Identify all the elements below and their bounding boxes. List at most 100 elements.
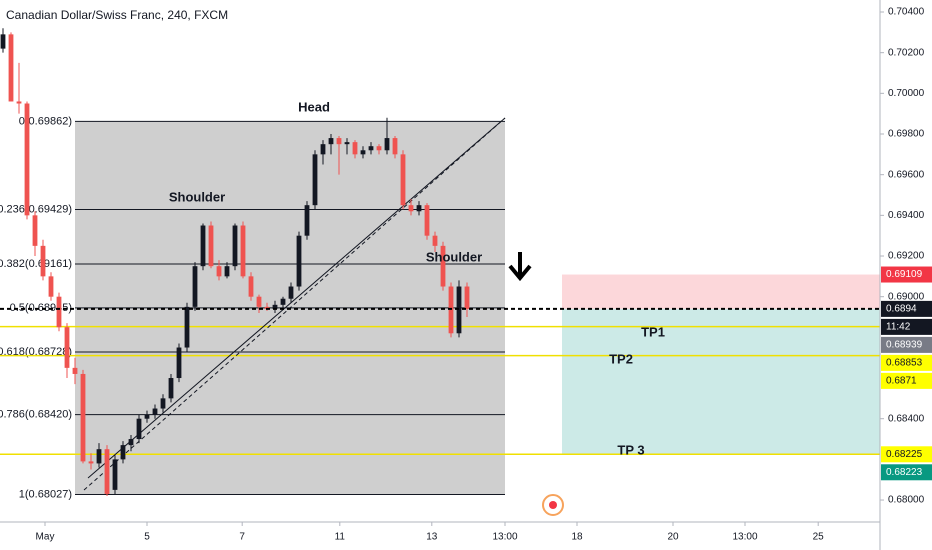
candle-body (56, 296, 62, 328)
candle-body (160, 398, 166, 409)
y-tick-label: 0.69000 (888, 291, 925, 302)
y-tick-label: 0.69600 (888, 169, 925, 180)
x-tick-label: 5 (144, 532, 150, 543)
price-box-label: 0.68853 (886, 358, 923, 369)
price-box-label: 0.68939 (886, 340, 923, 351)
y-tick-label: 0.69200 (888, 251, 925, 262)
candle-body (208, 225, 214, 267)
fib-label: 0.236(0.69429) (0, 203, 72, 215)
price-box-label: 0.6871 (886, 376, 917, 387)
y-tick-label: 0.68400 (888, 413, 925, 424)
candle-body (8, 34, 14, 102)
candle-body (200, 225, 206, 267)
price-box (881, 300, 932, 317)
candle-body (248, 276, 254, 297)
candle-body (360, 150, 366, 155)
price-box-label: 0.6894 (886, 304, 917, 315)
fib-label: 1(0.68027) (19, 488, 72, 500)
candle-body (432, 235, 438, 246)
annotation: TP1 (641, 324, 665, 339)
candle-body (40, 245, 46, 277)
candle-body (424, 205, 430, 236)
trend-line (87, 117, 506, 479)
price-box-label: 11:42 (886, 322, 911, 333)
annotation: Shoulder (426, 249, 482, 264)
candle-body (120, 445, 126, 460)
stop-zone (562, 274, 880, 309)
candle-body (168, 378, 174, 399)
y-tick-label: 0.68000 (888, 495, 925, 506)
y-tick-label: 0.70200 (888, 47, 925, 58)
x-tick-label: 13 (426, 532, 438, 543)
candle-body (72, 367, 78, 374)
x-tick-label: 20 (667, 532, 679, 543)
candle-body (336, 138, 342, 145)
candle-body (232, 225, 238, 267)
candle-body (64, 327, 70, 368)
price-box (881, 464, 932, 481)
candle-body (408, 205, 414, 212)
x-tick-label: 18 (571, 532, 583, 543)
candle-body (368, 146, 374, 151)
candle-body (280, 298, 286, 305)
candle-body (216, 266, 222, 277)
fib-label: 0.786(0.68420) (0, 409, 72, 421)
annotation: Head (298, 99, 330, 114)
annotation: Shoulder (169, 189, 225, 204)
price-box (881, 318, 932, 335)
x-tick-label: 25 (813, 532, 825, 543)
price-box-label: 0.69109 (886, 269, 923, 280)
candle-body (272, 304, 278, 309)
candle-body (24, 103, 30, 216)
y-tick-label: 0.70400 (888, 7, 925, 18)
candle-body (0, 34, 6, 49)
candle-body (136, 418, 142, 440)
candle-body (144, 414, 150, 419)
fib-label: 0.5(0.68945) (10, 302, 72, 314)
candle-body (384, 138, 390, 151)
candle-body (448, 286, 454, 334)
candle-body (184, 306, 190, 348)
price-box-label: 0.68225 (886, 449, 923, 460)
price-box (881, 446, 932, 463)
candle-body (344, 142, 350, 145)
price-box (881, 372, 932, 389)
candle-body (224, 266, 230, 277)
trend-line-dashed (83, 117, 506, 491)
target-zone (562, 308, 880, 455)
candle-body (312, 154, 318, 206)
candle-body (152, 408, 158, 415)
candle-body (256, 296, 262, 307)
candle-body (352, 142, 358, 155)
annotation: TP2 (609, 351, 633, 366)
candle-body (400, 154, 406, 206)
candle-body (16, 101, 22, 104)
y-tick-label: 0.70000 (888, 88, 925, 99)
candle-body (304, 205, 310, 236)
x-tick-label: 13:00 (492, 532, 517, 543)
x-tick-label: 7 (239, 532, 245, 543)
down-arrow (508, 252, 532, 282)
annotation: TP 3 (617, 442, 644, 457)
candle-body (192, 266, 198, 307)
candle-body (416, 205, 422, 212)
candle-body (48, 276, 54, 297)
candle-body (440, 245, 446, 287)
candle-body (32, 215, 38, 246)
candle-body (320, 144, 326, 155)
candle-body (176, 347, 182, 379)
candle-body (456, 286, 462, 334)
fib-label: 0(0.69862) (19, 115, 72, 127)
price-box (881, 336, 932, 353)
candle-body (112, 459, 118, 490)
price-box-label: 0.68223 (886, 467, 923, 478)
candle-body (296, 235, 302, 287)
candle-body (392, 138, 398, 155)
candle-body (376, 146, 382, 151)
price-box (881, 354, 932, 371)
price-box (881, 266, 932, 283)
fib-label: 0.382(0.69161) (0, 258, 72, 270)
chart-title: Canadian Dollar/Swiss Franc, 240, FXCM (6, 8, 228, 22)
x-tick-label: 11 (335, 532, 346, 543)
